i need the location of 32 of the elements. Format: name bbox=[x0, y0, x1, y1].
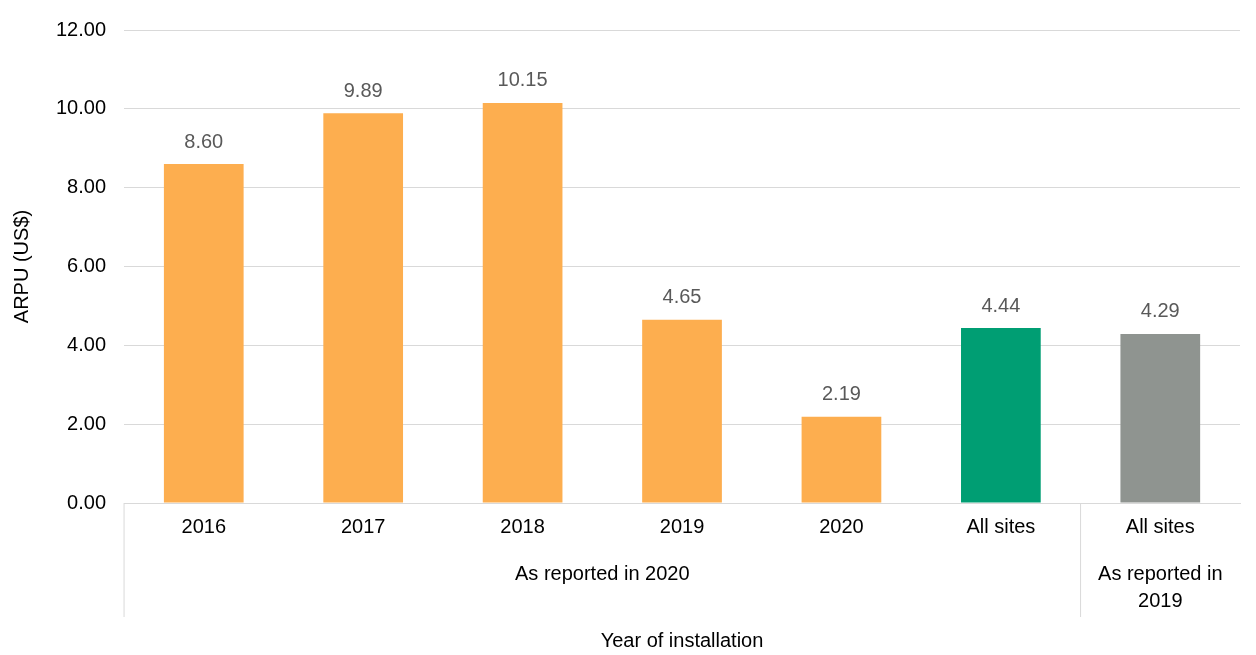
y-tick-label: 4.00 bbox=[67, 332, 107, 355]
bar bbox=[163, 164, 244, 503]
y-tick-label: 10.00 bbox=[55, 96, 107, 119]
bar bbox=[323, 113, 404, 503]
x-tick-label: All sites bbox=[966, 514, 1036, 537]
x-tick-label: 2019 bbox=[659, 514, 705, 537]
x-tick-label: 2018 bbox=[500, 514, 545, 537]
data-label: 2.19 bbox=[821, 382, 861, 405]
data-label: 4.44 bbox=[981, 293, 1021, 316]
y-tick-label: 6.00 bbox=[67, 254, 107, 277]
x-tick-label: 2017 bbox=[340, 514, 386, 537]
text: As reported in 2020 bbox=[515, 561, 690, 584]
y-axis-title: ARPU (US$) bbox=[9, 209, 32, 324]
y-tick-label: 8.00 bbox=[67, 175, 107, 198]
data-label: 9.89 bbox=[343, 78, 383, 101]
data-label: 4.29 bbox=[1140, 299, 1180, 322]
x-tick-label: All sites bbox=[1125, 514, 1195, 537]
bar bbox=[1120, 333, 1201, 503]
bar bbox=[961, 327, 1041, 503]
bar bbox=[801, 416, 882, 503]
data-label: 8.60 bbox=[184, 129, 224, 152]
y-tick-label: 12.00 bbox=[55, 17, 107, 40]
bar bbox=[642, 319, 722, 503]
text: As reported in 2019 bbox=[1098, 561, 1223, 611]
data-label: 4.65 bbox=[662, 285, 702, 308]
data-label: 10.15 bbox=[497, 68, 548, 91]
bar bbox=[482, 102, 563, 503]
x-axis-title: Year of installation bbox=[600, 628, 764, 651]
y-tick-label: 2.00 bbox=[67, 411, 107, 434]
x-tick-label: 2020 bbox=[819, 514, 864, 537]
y-tick-label: 0.00 bbox=[67, 490, 107, 513]
x-tick-label: 2016 bbox=[181, 514, 227, 537]
